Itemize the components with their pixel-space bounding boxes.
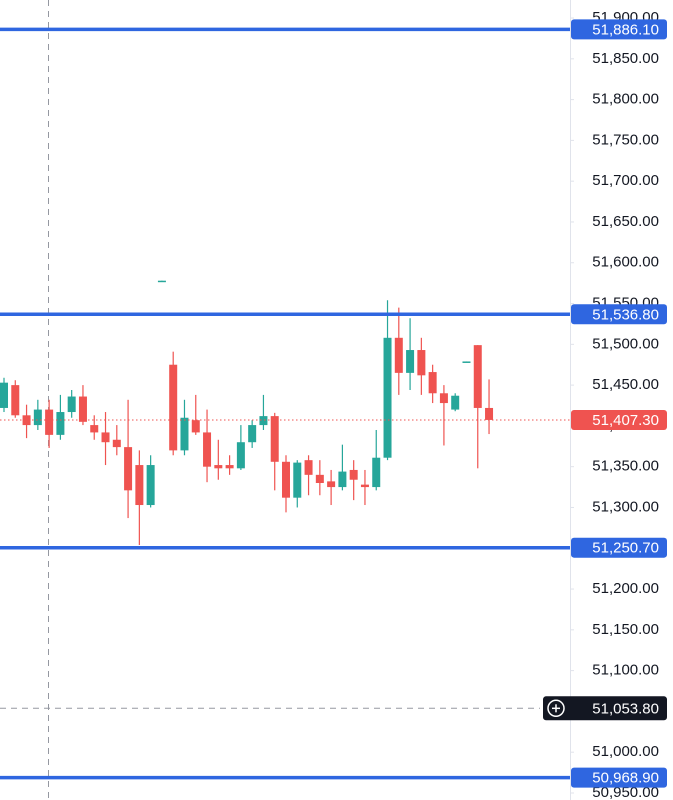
candle-body [315,474,324,484]
candle-body [112,439,121,448]
level-label: 51,250.70 [592,540,659,557]
candle-body [282,461,290,498]
crosshair-label: 51,053.80 [592,700,659,717]
candle-body [124,447,133,491]
candle-body [338,471,347,488]
candle-body [11,385,20,416]
last-price-box [571,409,667,430]
candle-body [439,393,448,404]
y-tick-label: 51,350.00 [592,458,659,475]
candle-body [327,481,336,488]
candle-body [33,409,42,426]
y-tick-label: 51,600.00 [592,254,659,271]
candle-body [90,425,99,433]
y-tick-label: 51,500.00 [592,335,659,352]
candle-body [0,382,8,408]
candle-body [56,412,65,435]
level-box [571,537,667,558]
candle-body [135,465,144,506]
y-tick-label: 51,650.00 [592,213,659,230]
last-price-label: 51,407.30 [592,412,659,429]
candle-body [78,396,87,422]
candle-body [394,337,403,373]
candle-body [349,469,358,480]
y-tick-label: 51,800.00 [592,91,659,108]
level-label: 50,968.90 [592,770,659,787]
y-tick-label: 51,850.00 [592,50,659,67]
candle-body [236,442,245,469]
level-label: 51,886.10 [592,21,659,38]
candle-body [191,420,200,433]
candle-body [360,484,369,488]
candle-body [293,462,302,498]
candle-body [485,407,494,420]
candle-body [225,465,234,469]
candle-body [428,372,437,394]
level-box [571,767,667,788]
candle-body [248,425,257,443]
candle-body [180,417,189,451]
candle-body [270,416,279,462]
y-tick-label: 51,200.00 [592,580,659,597]
candle-body [462,361,471,363]
candle-body [169,364,178,451]
candle-body [101,432,110,443]
candle-body [406,350,415,373]
candle-body [417,350,426,376]
level-box [571,19,667,40]
level-label: 51,536.80 [592,306,659,323]
add-icon [547,699,565,718]
candle-body [146,465,155,506]
candle-body [203,432,212,467]
candle-body [22,415,31,426]
y-tick-label: 51,450.00 [592,376,659,393]
candle-body [372,457,381,488]
candle-body [214,465,223,469]
candle-body [45,409,54,435]
candle-body [259,416,268,426]
crosshair-box [543,696,667,721]
y-tick-label: 51,300.00 [592,498,659,515]
y-tick-label: 51,150.00 [592,621,659,638]
candle-body [383,337,392,458]
candle-body [473,345,482,408]
candle-body [67,396,76,413]
y-tick-label: 51,750.00 [592,131,659,148]
level-box [571,304,667,325]
y-tick-label: 51,000.00 [592,743,659,760]
candle-body [157,280,166,283]
y-tick-label: 51,700.00 [592,172,659,189]
y-tick-label: 50,950.00 [592,784,659,800]
candle-body [451,395,460,410]
candle-body [304,460,313,475]
y-tick-label: 51,100.00 [592,662,659,679]
